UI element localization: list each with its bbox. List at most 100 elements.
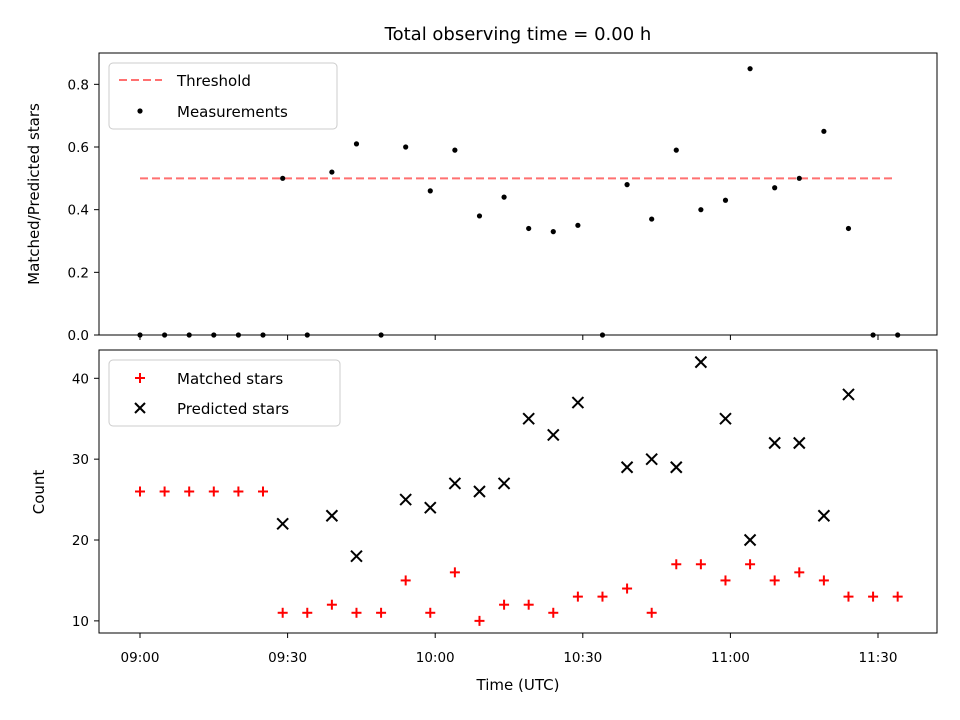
- legend-measurements-label: Measurements: [177, 103, 288, 121]
- predicted-star-point: [571, 396, 585, 409]
- bottom-y-axis-label: Count: [30, 470, 48, 515]
- predicted-star-point: [768, 436, 781, 450]
- measurement-point: [747, 66, 753, 72]
- measurement-point: [452, 147, 458, 153]
- bottom-y-tick-label: 20: [72, 533, 89, 549]
- bottom-axes-frame: [98, 349, 938, 634]
- legend-matched-swatch: [135, 373, 145, 383]
- predicted-star-point: [325, 509, 339, 522]
- predicted-star-point: [448, 477, 462, 490]
- matched-star-point: [892, 591, 903, 602]
- matched-star-point: [233, 486, 244, 497]
- top-y-axis-label: Matched/Predicted stars: [25, 103, 43, 285]
- x-tick-label: 09:30: [268, 650, 307, 666]
- measurement-point: [427, 188, 433, 194]
- predicted-star-point: [424, 501, 437, 514]
- measurement-point: [476, 213, 483, 219]
- predicted-star-point: [670, 461, 683, 474]
- measurement-point: [722, 197, 729, 203]
- legend-predicted-label: Predicted stars: [177, 400, 289, 418]
- measurement-point: [575, 222, 581, 228]
- matched-star-point: [135, 486, 145, 497]
- predicted-star-point: [473, 485, 486, 498]
- predicted-star-point: [817, 509, 831, 522]
- matched-star-point: [597, 591, 608, 602]
- matched-star-point: [868, 591, 879, 602]
- matched-star-point: [794, 567, 805, 578]
- top-y-tick-label: 0.4: [68, 203, 89, 219]
- measurement-point: [845, 225, 852, 232]
- matched-star-point: [769, 575, 780, 586]
- measurement-point: [353, 141, 360, 147]
- bottom-y-ticks: 10 20 30 40: [72, 371, 99, 630]
- matched-star-point: [208, 486, 219, 497]
- matched-star-point: [745, 559, 756, 570]
- x-axis-label: Time (UTC): [476, 676, 560, 694]
- bottom-y-tick-label: 10: [72, 614, 89, 630]
- bottom-y-tick-label: 40: [72, 371, 89, 387]
- top-x-ticks: [139, 335, 879, 340]
- predicted-star-point: [350, 549, 363, 563]
- measurement-point: [821, 128, 827, 134]
- legend-threshold-label: Threshold: [176, 72, 251, 90]
- bottom-legend-box: [108, 359, 341, 427]
- top-y-tick-label: 0.0: [68, 328, 89, 344]
- matched-star-point: [720, 575, 731, 586]
- matched-star-point: [622, 583, 633, 594]
- predicted-star-point: [620, 461, 634, 474]
- measurement-point: [550, 229, 556, 235]
- matched-star-point: [400, 575, 411, 586]
- bottom-legend: Matched stars Predicted stars: [108, 359, 341, 427]
- measurement-point: [329, 169, 335, 175]
- matched-star-point: [449, 567, 460, 578]
- matched-star-point: [646, 607, 657, 618]
- x-tick-label: 10:30: [563, 650, 602, 666]
- matched-star-point: [843, 591, 854, 602]
- matched-star-point: [376, 607, 387, 618]
- predicted-star-point: [842, 388, 855, 401]
- measurement-point: [403, 144, 409, 150]
- top-legend-box: [108, 62, 338, 130]
- top-panel: 0.00.20.40.60.8 Matched/Predicted stars …: [25, 52, 938, 344]
- predicted-star-point: [743, 533, 757, 547]
- bottom-y-tick-label: 30: [72, 452, 89, 468]
- x-tick-label: 10:00: [416, 650, 455, 666]
- matched-star-point: [184, 486, 195, 497]
- matched-star-point: [159, 486, 170, 497]
- top-y-tick-label: 0.6: [68, 140, 89, 156]
- legend-measurements-swatch: [137, 108, 143, 114]
- matched-star-point: [326, 599, 337, 610]
- measurement-point: [526, 225, 532, 232]
- x-tick-label: 09:00: [121, 650, 160, 666]
- measurement-point: [649, 216, 655, 222]
- predicted-star-point: [547, 428, 560, 442]
- predicted-star-point: [793, 436, 806, 450]
- measurement-point: [280, 175, 286, 181]
- bottom-plot-marks: [135, 355, 903, 626]
- matched-star-point: [671, 559, 682, 570]
- top-y-tick-label: 0.2: [68, 265, 89, 281]
- predicted-star-point: [399, 493, 412, 506]
- measurement-point: [772, 185, 778, 191]
- x-tick-label: 11:00: [711, 650, 750, 666]
- legend-matched-label: Matched stars: [177, 370, 283, 388]
- matched-star-point: [523, 599, 534, 610]
- chart-title: Total observing time = 0.00 h: [384, 24, 652, 45]
- legend-predicted-swatch: [134, 402, 146, 414]
- top-axes-frame: [98, 52, 938, 336]
- predicted-star-point: [645, 452, 658, 466]
- matched-star-point: [499, 599, 510, 610]
- measurement-point: [501, 194, 507, 200]
- top-y-tick-label: 0.8: [68, 77, 89, 93]
- matched-star-point: [695, 559, 706, 570]
- measurement-point: [796, 175, 802, 181]
- matched-star-point: [302, 607, 313, 618]
- measurement-point: [624, 182, 630, 188]
- measurement-point: [673, 147, 679, 153]
- predicted-star-point: [276, 517, 289, 531]
- predicted-star-point: [522, 412, 535, 425]
- matched-star-point: [474, 615, 485, 626]
- matched-star-point: [425, 607, 436, 618]
- matched-star-point: [548, 607, 559, 618]
